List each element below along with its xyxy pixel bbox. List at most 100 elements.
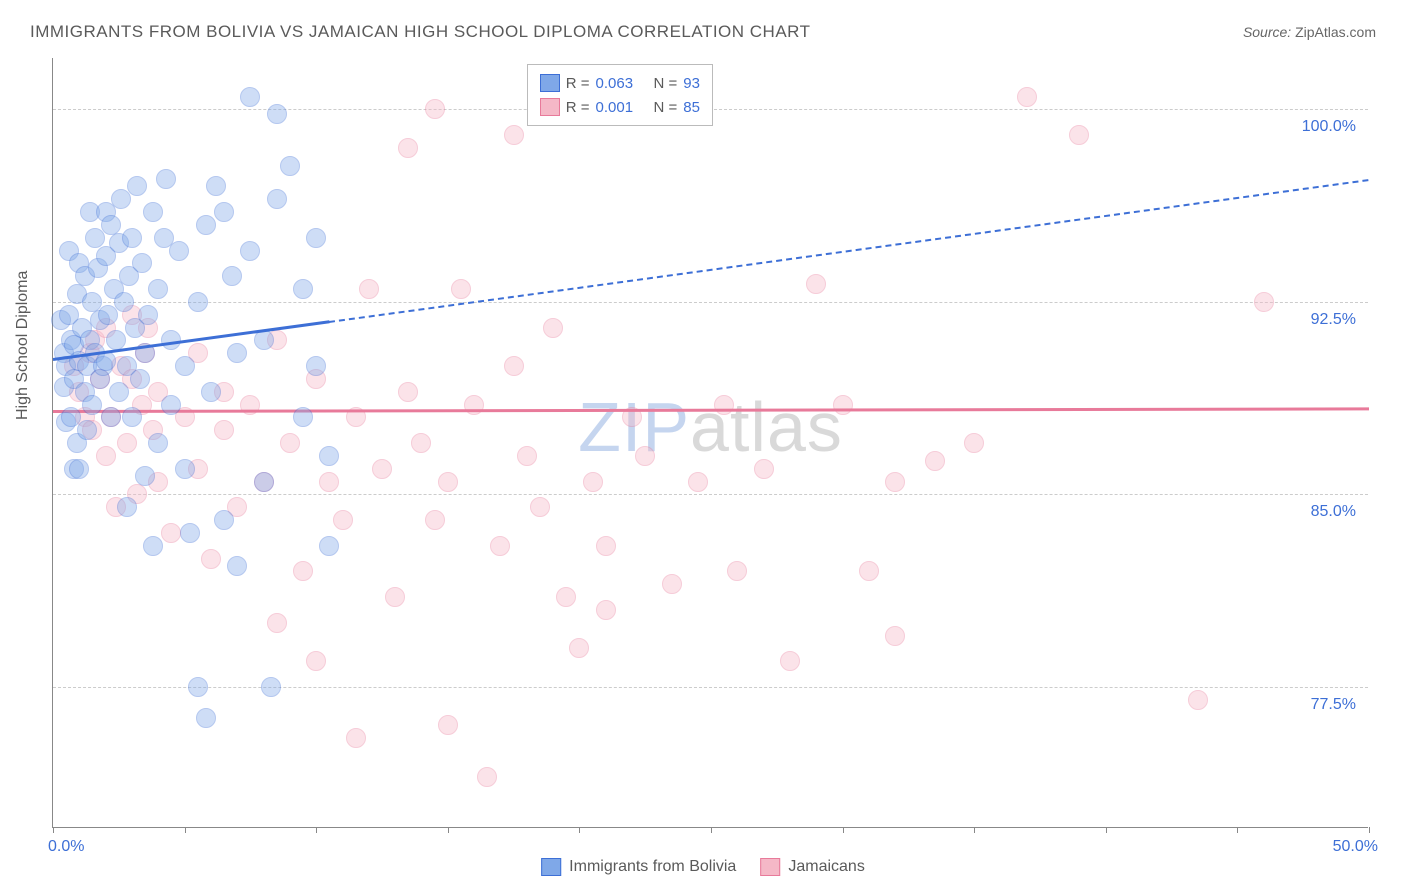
data-point xyxy=(122,228,142,248)
data-point xyxy=(885,626,905,646)
data-point xyxy=(530,497,550,517)
data-point xyxy=(596,600,616,620)
data-point xyxy=(188,292,208,312)
data-point xyxy=(438,472,458,492)
source-value: ZipAtlas.com xyxy=(1295,24,1376,40)
data-point xyxy=(175,459,195,479)
x-tick xyxy=(185,827,186,833)
data-point xyxy=(254,472,274,492)
data-point xyxy=(109,382,129,402)
data-point xyxy=(596,536,616,556)
legend-bottom: Immigrants from Bolivia Jamaicans xyxy=(531,856,875,878)
data-point xyxy=(114,292,134,312)
data-point xyxy=(96,446,116,466)
data-point xyxy=(754,459,774,479)
data-point xyxy=(293,561,313,581)
x-tick xyxy=(579,827,580,833)
data-point xyxy=(438,715,458,735)
data-point xyxy=(425,99,445,119)
x-tick xyxy=(843,827,844,833)
x-tick xyxy=(1106,827,1107,833)
data-point xyxy=(385,587,405,607)
data-point xyxy=(398,382,418,402)
y-tick-label: 85.0% xyxy=(1311,503,1356,521)
data-point xyxy=(201,549,221,569)
legend-label-bolivia: Immigrants from Bolivia xyxy=(569,858,736,876)
data-point xyxy=(885,472,905,492)
data-point xyxy=(132,253,152,273)
legend-item-bolivia: Immigrants from Bolivia xyxy=(541,858,736,876)
data-point xyxy=(727,561,747,581)
data-point xyxy=(267,189,287,209)
gridline xyxy=(53,687,1368,688)
source-attribution: Source: ZipAtlas.com xyxy=(1243,24,1376,40)
x-tick-label: 50.0% xyxy=(1333,838,1378,856)
data-point xyxy=(556,587,576,607)
data-point xyxy=(148,433,168,453)
legend-stats-row: R =0.001N =85 xyxy=(540,95,700,119)
data-point xyxy=(1254,292,1274,312)
data-point xyxy=(135,466,155,486)
data-point xyxy=(333,510,353,530)
data-point xyxy=(504,125,524,145)
data-point xyxy=(206,176,226,196)
gridline xyxy=(53,302,1368,303)
x-tick xyxy=(1237,827,1238,833)
x-tick xyxy=(1369,827,1370,833)
data-point xyxy=(319,472,339,492)
chart-title: IMMIGRANTS FROM BOLIVIA VS JAMAICAN HIGH… xyxy=(30,22,811,42)
y-axis-label: High School Diploma xyxy=(14,271,32,420)
data-point xyxy=(372,459,392,479)
data-point xyxy=(169,241,189,261)
data-point xyxy=(490,536,510,556)
data-point xyxy=(319,536,339,556)
data-point xyxy=(543,318,563,338)
data-point xyxy=(293,407,313,427)
data-point xyxy=(214,510,234,530)
data-point xyxy=(306,356,326,376)
data-point xyxy=(180,523,200,543)
data-point xyxy=(122,407,142,427)
data-point xyxy=(227,343,247,363)
gridline xyxy=(53,494,1368,495)
n-label: N = xyxy=(654,75,678,92)
x-tick xyxy=(974,827,975,833)
swatch-icon xyxy=(540,98,560,116)
data-point xyxy=(214,202,234,222)
data-point xyxy=(833,395,853,415)
data-point xyxy=(280,156,300,176)
legend-stats-row: R =0.063N =93 xyxy=(540,71,700,95)
data-point xyxy=(359,279,379,299)
data-point xyxy=(161,523,181,543)
data-point xyxy=(101,407,121,427)
swatch-bolivia xyxy=(541,858,561,876)
data-point xyxy=(859,561,879,581)
data-point xyxy=(117,433,137,453)
data-point xyxy=(1069,125,1089,145)
r-value: 0.063 xyxy=(596,75,648,92)
x-tick xyxy=(53,827,54,833)
legend-item-jamaicans: Jamaicans xyxy=(760,858,864,876)
data-point xyxy=(175,356,195,376)
data-point xyxy=(662,574,682,594)
y-tick-label: 92.5% xyxy=(1311,311,1356,329)
n-value: 93 xyxy=(683,75,700,92)
data-point xyxy=(214,420,234,440)
data-point xyxy=(569,638,589,658)
data-point xyxy=(504,356,524,376)
swatch-icon xyxy=(540,74,560,92)
x-tick xyxy=(711,827,712,833)
source-label: Source: xyxy=(1243,24,1291,40)
data-point xyxy=(148,279,168,299)
data-point xyxy=(267,104,287,124)
data-point xyxy=(411,433,431,453)
data-point xyxy=(780,651,800,671)
plot-area: ZIPatlas 77.5%85.0%92.5%100.0%R =0.063N … xyxy=(52,58,1368,828)
watermark-atlas: atlas xyxy=(690,388,843,466)
data-point xyxy=(925,451,945,471)
r-value: 0.001 xyxy=(596,99,648,116)
data-point xyxy=(240,87,260,107)
data-point xyxy=(77,420,97,440)
data-point xyxy=(293,279,313,299)
data-point xyxy=(201,382,221,402)
